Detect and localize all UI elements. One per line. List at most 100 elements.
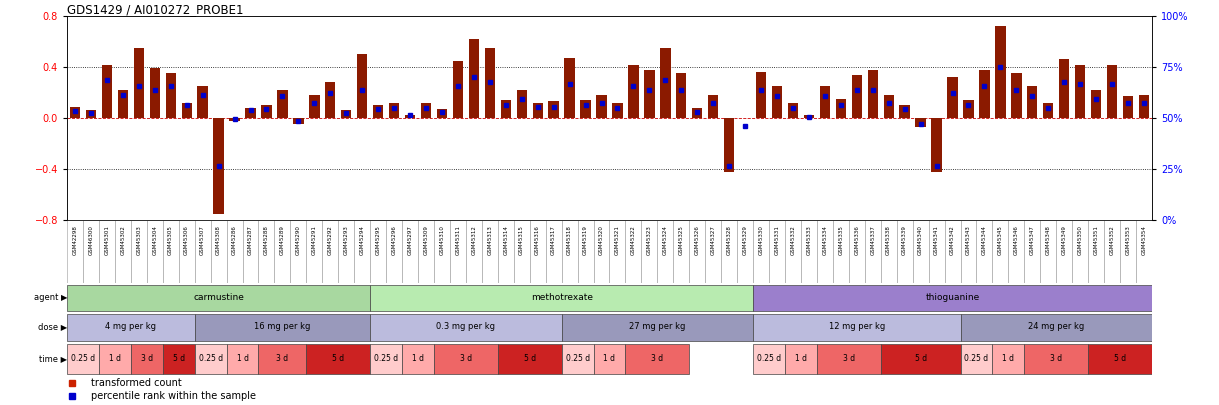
Text: GSM45353: GSM45353: [1125, 225, 1130, 255]
Text: 1 d: 1 d: [603, 354, 616, 363]
Bar: [753, 285, 1152, 311]
Bar: [661, 48, 670, 118]
Bar: [817, 344, 880, 374]
Bar: [546, 220, 562, 283]
Bar: [612, 103, 623, 118]
Text: GSM45311: GSM45311: [456, 225, 461, 255]
Bar: [341, 111, 351, 118]
Bar: [785, 220, 801, 283]
Text: GSM45342: GSM45342: [950, 225, 954, 255]
Bar: [197, 86, 208, 118]
Text: GSM45293: GSM45293: [344, 225, 349, 255]
Text: GSM45292: GSM45292: [328, 225, 333, 255]
Text: GSM45352: GSM45352: [1109, 225, 1114, 255]
Bar: [785, 344, 817, 374]
Text: 1 d: 1 d: [236, 354, 249, 363]
Bar: [610, 220, 625, 283]
Bar: [628, 64, 639, 118]
Bar: [692, 108, 702, 118]
Text: GSM45303: GSM45303: [137, 225, 141, 255]
Text: 1 d: 1 d: [412, 354, 424, 363]
Bar: [913, 220, 929, 283]
Bar: [915, 118, 925, 127]
Text: GSM45313: GSM45313: [488, 225, 492, 255]
Text: GSM45327: GSM45327: [711, 225, 716, 255]
Text: GSM45339: GSM45339: [902, 225, 907, 255]
Bar: [402, 344, 434, 374]
Text: GSM45287: GSM45287: [247, 225, 254, 255]
Bar: [992, 220, 1008, 283]
Text: GSM45318: GSM45318: [567, 225, 572, 255]
Bar: [118, 90, 128, 118]
Bar: [371, 285, 753, 311]
Bar: [418, 220, 434, 283]
Text: 3 d: 3 d: [651, 354, 663, 363]
Text: GSM45340: GSM45340: [918, 225, 923, 255]
Bar: [402, 220, 418, 283]
Text: 0.25 d: 0.25 d: [71, 354, 95, 363]
Bar: [562, 344, 594, 374]
Text: 0.25 d: 0.25 d: [374, 354, 399, 363]
Bar: [452, 61, 463, 118]
Bar: [976, 220, 992, 283]
Text: 3 d: 3 d: [842, 354, 855, 363]
Text: GSM45351: GSM45351: [1093, 225, 1098, 255]
Text: GSM45308: GSM45308: [216, 225, 221, 255]
Bar: [564, 58, 575, 118]
Bar: [434, 220, 450, 283]
Text: GDS1429 / AI010272_PROBE1: GDS1429 / AI010272_PROBE1: [67, 3, 244, 16]
Text: carmustine: carmustine: [193, 293, 244, 302]
Text: 16 mg per kg: 16 mg per kg: [255, 322, 311, 331]
Bar: [772, 86, 783, 118]
Bar: [99, 344, 130, 374]
Bar: [673, 220, 689, 283]
Bar: [497, 220, 513, 283]
Text: GSM45331: GSM45331: [774, 225, 779, 255]
Bar: [836, 99, 846, 118]
Bar: [166, 73, 176, 118]
Bar: [290, 220, 306, 283]
Text: GSM45330: GSM45330: [758, 225, 763, 255]
Bar: [373, 105, 383, 118]
Bar: [1091, 90, 1101, 118]
Text: GSM45354: GSM45354: [1141, 225, 1147, 255]
Bar: [179, 220, 195, 283]
Bar: [163, 344, 195, 374]
Bar: [852, 75, 862, 118]
Bar: [450, 220, 466, 283]
Bar: [294, 118, 304, 124]
Bar: [227, 344, 258, 374]
Text: GSM45326: GSM45326: [695, 225, 700, 255]
Text: GSM46300: GSM46300: [89, 225, 94, 255]
Bar: [753, 220, 769, 283]
Text: transformed count: transformed count: [91, 378, 182, 388]
Bar: [513, 220, 530, 283]
Bar: [880, 344, 961, 374]
Bar: [979, 70, 990, 118]
Bar: [1059, 60, 1069, 118]
Bar: [245, 108, 256, 118]
Bar: [389, 103, 400, 118]
Bar: [243, 220, 258, 283]
Text: GSM45332: GSM45332: [790, 225, 796, 255]
Bar: [371, 344, 402, 374]
Text: GSM45302: GSM45302: [121, 225, 126, 255]
Bar: [322, 220, 338, 283]
Bar: [625, 220, 641, 283]
Text: GSM42298: GSM42298: [72, 225, 78, 255]
Bar: [1075, 64, 1085, 118]
Bar: [83, 220, 99, 283]
Bar: [150, 68, 160, 118]
Text: GSM45335: GSM45335: [839, 225, 844, 255]
Text: GSM45312: GSM45312: [472, 225, 477, 255]
Bar: [371, 314, 562, 341]
Bar: [961, 314, 1152, 341]
Bar: [722, 220, 737, 283]
Bar: [677, 73, 686, 118]
Bar: [1056, 220, 1073, 283]
Text: GSM45304: GSM45304: [152, 225, 157, 255]
Bar: [1040, 220, 1056, 283]
Bar: [947, 77, 958, 118]
Text: GSM45325: GSM45325: [679, 225, 684, 255]
Bar: [1104, 220, 1120, 283]
